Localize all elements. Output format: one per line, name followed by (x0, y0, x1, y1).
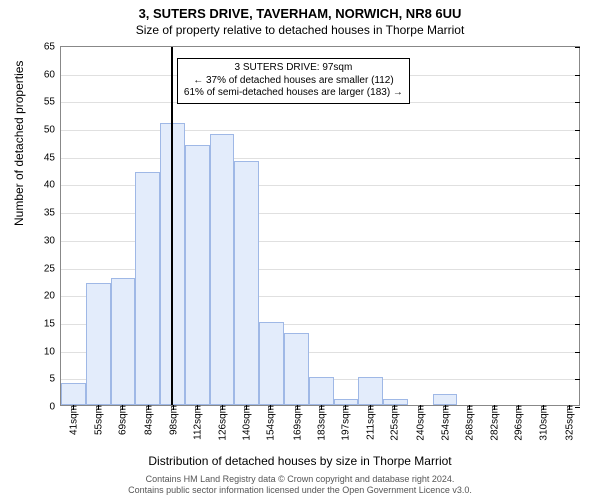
histogram-bar (61, 383, 86, 405)
histogram-bar (185, 145, 210, 405)
y-tick-label: 45 (44, 152, 61, 163)
annotation-line: ← 37% of detached houses are smaller (11… (184, 75, 403, 88)
y-tick-label: 15 (44, 318, 61, 329)
y-tick-mark (575, 241, 580, 242)
x-tick-label: 154sqm (264, 405, 277, 441)
x-tick-label: 126sqm (215, 405, 228, 441)
y-tick-mark (575, 269, 580, 270)
y-tick-label: 50 (44, 125, 61, 136)
y-tick-mark (575, 324, 580, 325)
histogram-bar (234, 161, 259, 405)
x-tick-label: 296sqm (512, 405, 525, 441)
histogram-bar (135, 172, 160, 405)
y-axis-label: Number of detached properties (12, 61, 26, 226)
y-tick-mark (575, 47, 580, 48)
y-tick-mark (575, 130, 580, 131)
histogram-bar (86, 283, 111, 405)
x-tick-label: 183sqm (315, 405, 328, 441)
y-tick-mark (575, 379, 580, 380)
histogram-bar (259, 322, 284, 405)
x-tick-label: 240sqm (414, 405, 427, 441)
y-tick-mark (575, 102, 580, 103)
footer-line-1: Contains HM Land Registry data © Crown c… (0, 474, 600, 485)
y-tick-label: 55 (44, 97, 61, 108)
plot-area: 051015202530354045505560653 SUTERS DRIVE… (60, 46, 580, 406)
x-tick-label: 225sqm (388, 405, 401, 441)
histogram-bar (358, 377, 383, 405)
y-tick-label: 30 (44, 235, 61, 246)
y-tick-label: 0 (49, 402, 61, 413)
property-marker-line (171, 47, 173, 405)
y-tick-label: 65 (44, 42, 61, 53)
x-axis-label: Distribution of detached houses by size … (0, 454, 600, 468)
y-tick-mark (575, 407, 580, 408)
histogram-bar (433, 394, 458, 405)
x-tick-label: 98sqm (166, 405, 179, 435)
annotation-box: 3 SUTERS DRIVE: 97sqm← 37% of detached h… (177, 58, 410, 104)
histogram-bar (210, 134, 235, 405)
y-tick-label: 20 (44, 291, 61, 302)
y-tick-mark (575, 352, 580, 353)
x-tick-label: 211sqm (363, 405, 376, 440)
y-tick-mark (575, 213, 580, 214)
x-tick-label: 112sqm (191, 405, 204, 440)
chart-subtitle: Size of property relative to detached ho… (0, 21, 600, 37)
y-tick-label: 60 (44, 69, 61, 80)
x-tick-label: 310sqm (536, 405, 549, 441)
chart-container: 3, SUTERS DRIVE, TAVERHAM, NORWICH, NR8 … (0, 0, 600, 500)
y-tick-label: 25 (44, 263, 61, 274)
x-tick-label: 140sqm (239, 405, 252, 441)
annotation-line: 3 SUTERS DRIVE: 97sqm (184, 62, 403, 75)
y-tick-label: 10 (44, 346, 61, 357)
plot: 051015202530354045505560653 SUTERS DRIVE… (60, 46, 580, 406)
footer-line-2: Contains public sector information licen… (0, 485, 600, 496)
y-tick-mark (575, 296, 580, 297)
x-tick-label: 41sqm (67, 405, 80, 435)
y-tick-label: 40 (44, 180, 61, 191)
y-tick-mark (575, 158, 580, 159)
x-tick-label: 84sqm (142, 405, 155, 435)
footer: Contains HM Land Registry data © Crown c… (0, 474, 600, 497)
histogram-bar (111, 278, 136, 405)
histogram-bar (284, 333, 309, 405)
grid-line (61, 158, 579, 159)
x-tick-label: 268sqm (463, 405, 476, 441)
x-tick-label: 325sqm (562, 405, 575, 441)
y-tick-mark (575, 75, 580, 76)
x-tick-label: 55sqm (91, 405, 104, 435)
chart-title: 3, SUTERS DRIVE, TAVERHAM, NORWICH, NR8 … (0, 0, 600, 21)
x-tick-label: 69sqm (116, 405, 129, 435)
histogram-bar (309, 377, 334, 405)
y-tick-label: 35 (44, 208, 61, 219)
x-tick-label: 254sqm (438, 405, 451, 441)
grid-line (61, 130, 579, 131)
x-tick-label: 282sqm (487, 405, 500, 441)
y-tick-mark (575, 185, 580, 186)
x-tick-label: 197sqm (339, 405, 352, 441)
y-tick-label: 5 (49, 374, 61, 385)
annotation-line: 61% of semi-detached houses are larger (… (184, 87, 403, 100)
x-tick-label: 169sqm (290, 405, 303, 441)
